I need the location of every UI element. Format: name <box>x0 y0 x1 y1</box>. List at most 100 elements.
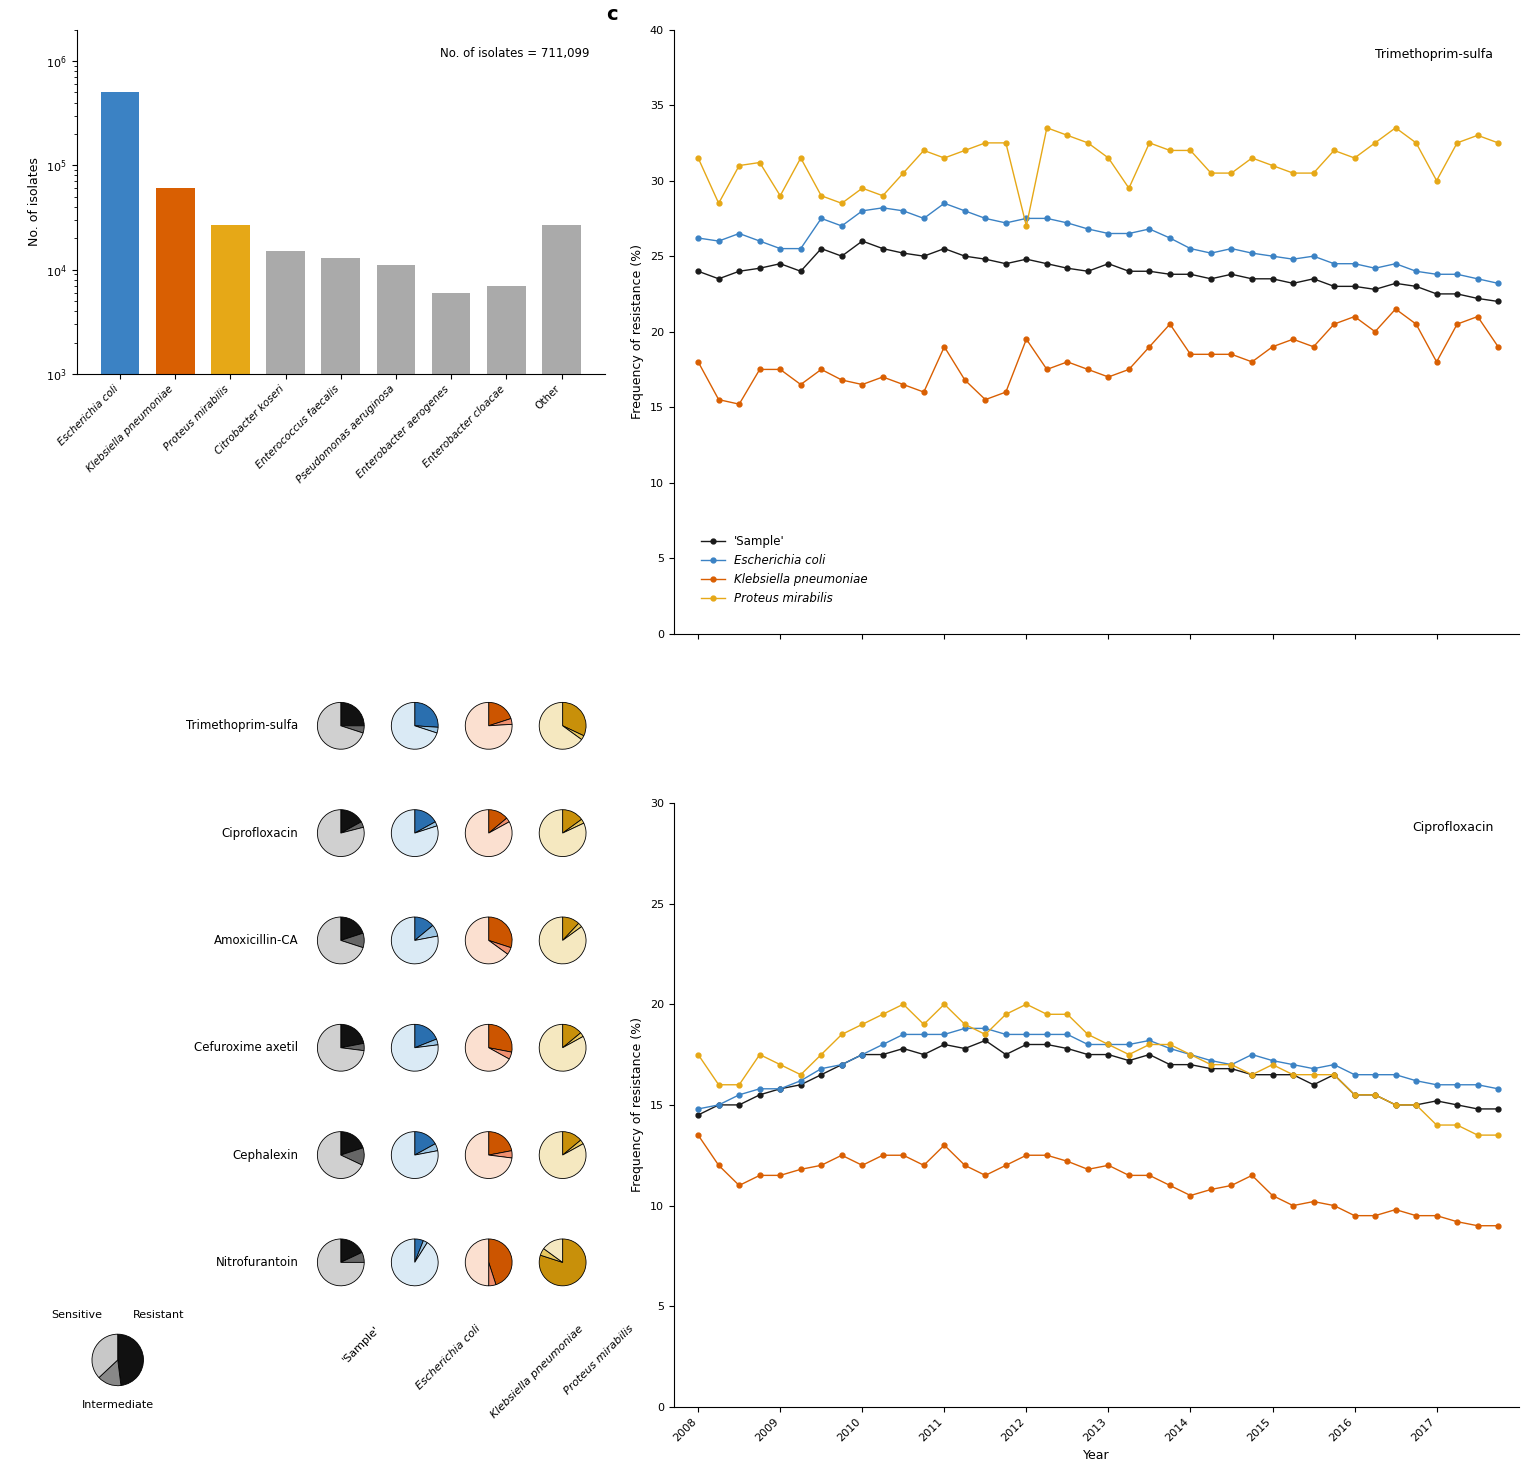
Escherichia coli <box>1201 244 1220 262</box>
Text: Klebsiella pneumoniae: Klebsiella pneumoniae <box>489 1324 584 1420</box>
Proteus mirabilis <box>833 1025 851 1043</box>
Proteus mirabilis <box>792 150 810 167</box>
Wedge shape <box>465 702 512 749</box>
Klebsiella pneumoniae <box>1304 1192 1322 1210</box>
'Sample' <box>1058 259 1077 277</box>
Proteus mirabilis <box>956 1016 974 1034</box>
Escherichia coli <box>689 230 707 247</box>
'Sample' <box>1387 274 1405 292</box>
Wedge shape <box>318 702 364 749</box>
Klebsiella pneumoniae <box>956 1157 974 1174</box>
Proteus mirabilis <box>730 1075 749 1093</box>
Klebsiella pneumoniae <box>1428 1207 1447 1225</box>
'Sample' <box>1100 1046 1118 1063</box>
Escherichia coli <box>1407 262 1425 280</box>
Proteus mirabilis <box>1304 1066 1322 1084</box>
Klebsiella pneumoniae <box>730 395 749 413</box>
Escherichia coli <box>710 233 729 250</box>
Escherichia coli <box>1100 225 1118 243</box>
Wedge shape <box>414 702 439 727</box>
Legend: 'Sample', Escherichia coli, Klebsiella pneumoniae, Proteus mirabilis: 'Sample', Escherichia coli, Klebsiella p… <box>696 530 873 610</box>
Escherichia coli <box>1490 274 1508 292</box>
Wedge shape <box>414 926 437 940</box>
Bar <box>542 225 581 1481</box>
Proteus mirabilis <box>1017 995 1035 1013</box>
Wedge shape <box>489 1151 512 1158</box>
Proteus mirabilis <box>1100 1035 1118 1053</box>
'Sample' <box>772 255 790 273</box>
Wedge shape <box>465 917 508 964</box>
Proteus mirabilis <box>997 133 1016 151</box>
Wedge shape <box>391 1131 439 1179</box>
Proteus mirabilis <box>976 1025 994 1043</box>
Escherichia coli <box>1448 265 1467 283</box>
Wedge shape <box>92 1334 118 1377</box>
Wedge shape <box>563 1025 581 1047</box>
Escherichia coli <box>936 194 954 212</box>
Klebsiella pneumoniae <box>1181 1186 1200 1204</box>
Klebsiella pneumoniae <box>689 1126 707 1143</box>
Klebsiella pneumoniae <box>792 1161 810 1179</box>
Proteus mirabilis <box>914 1016 933 1034</box>
'Sample' <box>1078 1046 1097 1063</box>
Escherichia coli <box>1387 255 1405 273</box>
Escherichia coli <box>1345 1066 1364 1084</box>
Wedge shape <box>540 1131 586 1179</box>
Wedge shape <box>341 810 362 834</box>
Proteus mirabilis <box>914 142 933 160</box>
Proteus mirabilis <box>1365 1086 1384 1103</box>
Klebsiella pneumoniae <box>853 1157 871 1174</box>
Klebsiella pneumoniae <box>833 372 851 390</box>
Klebsiella pneumoniae <box>914 1157 933 1174</box>
'Sample' <box>873 240 891 258</box>
Klebsiella pneumoniae <box>1345 308 1364 326</box>
Escherichia coli <box>1468 270 1486 287</box>
Escherichia coli <box>1448 1075 1467 1093</box>
Klebsiella pneumoniae <box>1264 338 1282 355</box>
Proteus mirabilis <box>1100 150 1118 167</box>
Wedge shape <box>391 1025 439 1071</box>
Escherichia coli <box>956 201 974 219</box>
Klebsiella pneumoniae <box>710 391 729 409</box>
Klebsiella pneumoniae <box>1243 352 1261 370</box>
Escherichia coli <box>1223 240 1241 258</box>
Wedge shape <box>341 1148 364 1166</box>
'Sample' <box>956 1040 974 1057</box>
Escherichia coli <box>1284 1056 1302 1074</box>
'Sample' <box>1243 270 1261 287</box>
Wedge shape <box>341 1253 364 1262</box>
Proteus mirabilis <box>1161 142 1180 160</box>
Line: Proteus mirabilis: Proteus mirabilis <box>696 1001 1500 1137</box>
Wedge shape <box>341 822 364 834</box>
Wedge shape <box>489 1131 512 1155</box>
Escherichia coli <box>1120 1035 1138 1053</box>
Wedge shape <box>563 702 586 736</box>
Proteus mirabilis <box>936 995 954 1013</box>
Proteus mirabilis <box>811 187 830 204</box>
Klebsiella pneumoniae <box>1448 315 1467 333</box>
Klebsiella pneumoniae <box>1284 330 1302 348</box>
Escherichia coli <box>1428 1075 1447 1093</box>
'Sample' <box>1201 1060 1220 1078</box>
Proteus mirabilis <box>1140 1035 1158 1053</box>
Klebsiella pneumoniae <box>1387 1201 1405 1219</box>
Escherichia coli <box>956 1019 974 1037</box>
Klebsiella pneumoniae <box>750 1167 769 1185</box>
Proteus mirabilis <box>1078 133 1097 151</box>
'Sample' <box>689 1106 707 1124</box>
Proteus mirabilis <box>1058 126 1077 144</box>
'Sample' <box>1490 1100 1508 1118</box>
Proteus mirabilis <box>1264 157 1282 175</box>
Y-axis label: No. of isolates: No. of isolates <box>28 157 40 246</box>
'Sample' <box>811 1066 830 1084</box>
'Sample' <box>1490 293 1508 311</box>
'Sample' <box>1304 270 1322 287</box>
Wedge shape <box>414 1143 437 1155</box>
Klebsiella pneumoniae <box>1490 338 1508 355</box>
'Sample' <box>1243 1066 1261 1084</box>
Line: Klebsiella pneumoniae: Klebsiella pneumoniae <box>696 307 1500 407</box>
Klebsiella pneumoniae <box>1243 1167 1261 1185</box>
Klebsiella pneumoniae <box>1181 345 1200 363</box>
Klebsiella pneumoniae <box>1201 345 1220 363</box>
Wedge shape <box>563 819 584 834</box>
